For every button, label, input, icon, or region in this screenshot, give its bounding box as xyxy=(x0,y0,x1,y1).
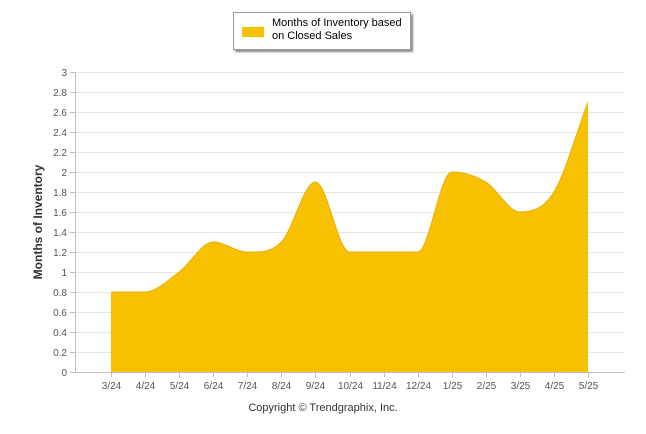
y-tick-label: 3 xyxy=(61,68,67,79)
x-tick-label: 9/24 xyxy=(306,381,326,392)
y-tick-label: 0.6 xyxy=(53,308,67,319)
x-tick-label: 5/24 xyxy=(170,381,190,392)
y-tick-label: 2 xyxy=(61,168,67,179)
y-tick-label: 2.4 xyxy=(53,128,67,139)
x-tick-label: 3/24 xyxy=(102,381,122,392)
x-tick-label: 7/24 xyxy=(238,381,258,392)
y-tick-label: 2.2 xyxy=(53,148,67,159)
y-tick-label: 1.8 xyxy=(53,188,67,199)
y-tick-label: 0.2 xyxy=(53,348,67,359)
y-tick-label: 0 xyxy=(61,368,67,379)
series-area xyxy=(111,102,588,372)
x-tick-label: 5/25 xyxy=(579,381,599,392)
x-tick-label: 6/24 xyxy=(204,381,224,392)
x-tick-label: 2/25 xyxy=(477,381,497,392)
y-tick-label: 1 xyxy=(61,268,67,279)
legend: Months of Inventory based on Closed Sale… xyxy=(233,12,411,50)
x-tick-label: 8/24 xyxy=(272,381,292,392)
y-tick-label: 0.8 xyxy=(53,288,67,299)
legend-label: Months of Inventory based on Closed Sale… xyxy=(272,17,402,42)
copyright-text: Copyright © Trendgraphix, Inc. xyxy=(248,402,398,414)
y-tick-label: 1.4 xyxy=(53,228,67,239)
x-axis: 3/24 4/24 5/24 6/24 7/24 8/24 9/24 10/24 11/24 12… xyxy=(75,372,625,392)
y-tick-label: 2.8 xyxy=(53,88,67,99)
y-axis: 0 0.2 0.4 0.6 0.8 1 1.2 1.4 1.6 1.8 2 2.2 2.4 2.6 2.8 3 xyxy=(53,68,76,379)
x-tick-label: 10/24 xyxy=(338,381,363,392)
y-tick-label: 2.6 xyxy=(53,108,67,119)
x-tick-label: 12/24 xyxy=(406,381,431,392)
x-tick-label: 1/25 xyxy=(443,381,463,392)
x-tick-label: 11/24 xyxy=(372,381,397,392)
y-axis-title: Months of Inventory xyxy=(31,164,45,279)
x-tick-label: 4/24 xyxy=(136,381,156,392)
x-tick-label: 4/25 xyxy=(545,381,565,392)
y-tick-label: 1.2 xyxy=(53,248,67,259)
series-area-group xyxy=(110,101,589,372)
x-tick-label: 3/25 xyxy=(511,381,531,392)
y-tick-label: 0.4 xyxy=(53,328,67,339)
y-tick-label: 1.6 xyxy=(53,208,67,219)
legend-swatch xyxy=(242,27,264,37)
